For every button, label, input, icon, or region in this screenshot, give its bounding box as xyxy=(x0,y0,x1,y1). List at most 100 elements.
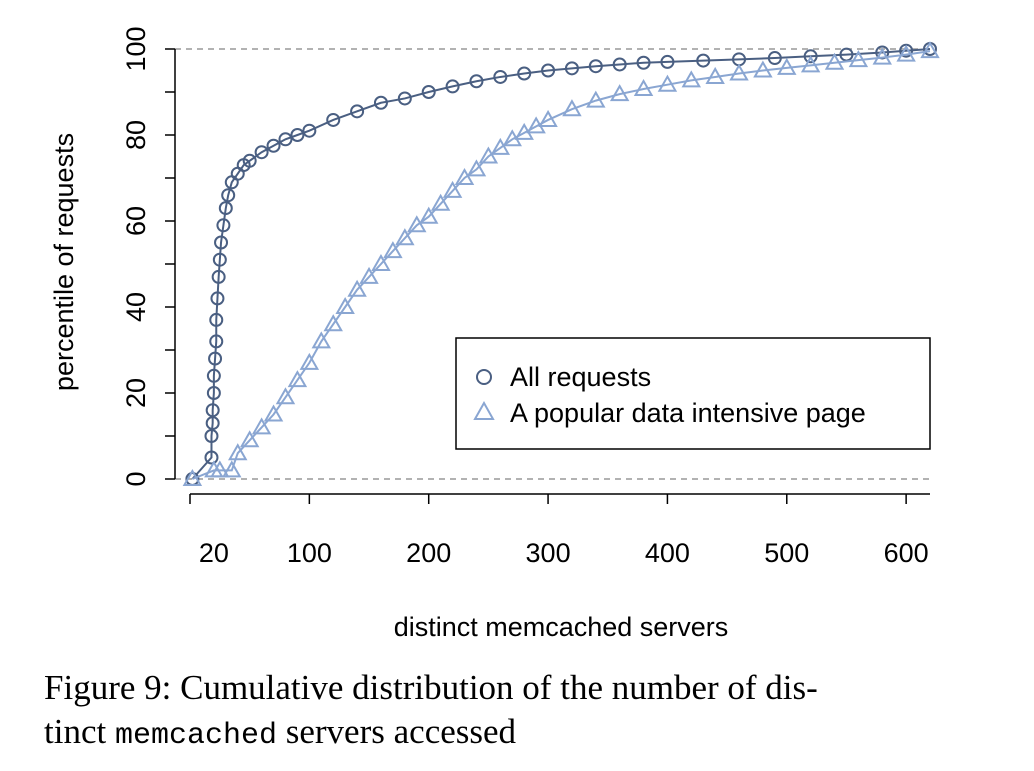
data-point xyxy=(538,109,558,127)
legend: All requests A popular data intensive pa… xyxy=(455,337,931,450)
data-point xyxy=(445,79,460,94)
y-tick-label: 40 xyxy=(121,292,151,322)
data-point xyxy=(466,159,487,177)
data-point xyxy=(541,63,556,78)
data-point xyxy=(275,387,296,405)
x-tick-label: 600 xyxy=(884,538,929,568)
data-point xyxy=(803,49,818,64)
x-tick-label: 100 xyxy=(287,538,332,568)
data-point xyxy=(326,112,341,127)
series-all-requests xyxy=(185,42,937,486)
data-point xyxy=(824,52,845,70)
data-point xyxy=(696,53,711,68)
data-point xyxy=(222,460,242,478)
data-point xyxy=(493,69,508,84)
series-layer xyxy=(182,41,940,486)
data-point xyxy=(920,41,940,59)
data-point xyxy=(204,450,219,465)
data-point xyxy=(848,50,869,68)
x-tick-label: 500 xyxy=(764,538,809,568)
cdf-chart: 20 100 200 300 400 500 600 0 20 40 60 80 100 distin… xyxy=(49,26,940,642)
series-line xyxy=(191,48,931,480)
data-point xyxy=(209,312,224,327)
data-point xyxy=(681,70,702,88)
data-point xyxy=(478,146,499,164)
data-point xyxy=(251,417,272,435)
y-tick-label: 0 xyxy=(121,471,151,486)
data-point xyxy=(872,47,892,65)
data-point xyxy=(454,167,475,185)
data-point xyxy=(777,57,797,75)
data-point xyxy=(206,368,221,383)
data-point xyxy=(442,180,463,198)
x-tick-label: 20 xyxy=(199,538,229,568)
y-tick-label: 100 xyxy=(121,26,151,71)
data-point xyxy=(564,61,579,76)
data-point xyxy=(657,74,678,92)
data-point xyxy=(490,137,511,155)
data-point xyxy=(469,74,484,89)
data-point xyxy=(633,78,654,96)
data-point xyxy=(211,269,226,284)
data-point xyxy=(228,443,248,461)
data-point xyxy=(350,104,365,119)
data-point xyxy=(800,55,821,73)
data-point xyxy=(588,59,603,74)
x-ticks: 20 100 200 300 400 500 600 xyxy=(189,494,929,568)
data-point xyxy=(359,266,379,284)
data-point xyxy=(221,188,236,203)
data-point xyxy=(767,51,782,66)
data-point xyxy=(239,430,260,448)
data-point xyxy=(302,123,317,138)
y-ticks: 0 20 40 60 80 100 xyxy=(121,26,175,487)
data-point xyxy=(208,351,223,366)
data-point xyxy=(206,386,221,400)
data-point xyxy=(290,128,305,142)
data-point xyxy=(418,206,439,224)
data-point xyxy=(430,193,451,211)
caption-part-1: Figure 9: Cumulative distribution of the… xyxy=(44,668,818,707)
legend-label-all-requests: All requests xyxy=(510,362,651,392)
y-tick-label: 20 xyxy=(121,378,151,408)
data-point xyxy=(395,228,415,246)
series-popular-page xyxy=(182,41,940,486)
y-tick-label: 60 xyxy=(121,206,151,236)
data-point xyxy=(705,66,725,84)
data-point xyxy=(214,235,229,250)
data-point xyxy=(209,334,224,349)
data-point xyxy=(660,54,675,69)
data-point xyxy=(335,296,355,314)
data-point xyxy=(373,95,388,110)
legend-box xyxy=(455,337,931,450)
data-point xyxy=(204,429,219,443)
data-point xyxy=(896,44,916,62)
data-point xyxy=(212,252,227,267)
data-point xyxy=(729,63,749,81)
legend-label-popular-page: A popular data intensive page xyxy=(510,398,866,428)
data-point xyxy=(562,99,582,117)
data-point xyxy=(517,66,532,81)
x-tick-label: 200 xyxy=(406,538,451,568)
data-point xyxy=(612,57,627,72)
data-point xyxy=(218,201,233,216)
data-point xyxy=(205,403,220,418)
data-point xyxy=(407,215,427,233)
data-point xyxy=(210,291,225,306)
data-point xyxy=(216,218,231,233)
data-point xyxy=(287,370,308,388)
data-point xyxy=(266,138,281,153)
data-point xyxy=(182,468,203,486)
data-point xyxy=(383,241,403,259)
y-axis-label: percentile of requests xyxy=(49,133,79,391)
data-point xyxy=(323,314,343,332)
data-point xyxy=(421,85,436,99)
data-point xyxy=(609,84,630,102)
data-point xyxy=(263,404,284,422)
data-point xyxy=(397,91,412,106)
data-point xyxy=(371,253,391,271)
data-point xyxy=(586,90,606,108)
y-tick-label: 80 xyxy=(121,120,151,150)
data-point xyxy=(347,279,367,297)
data-point xyxy=(278,132,293,147)
data-point xyxy=(210,460,230,478)
